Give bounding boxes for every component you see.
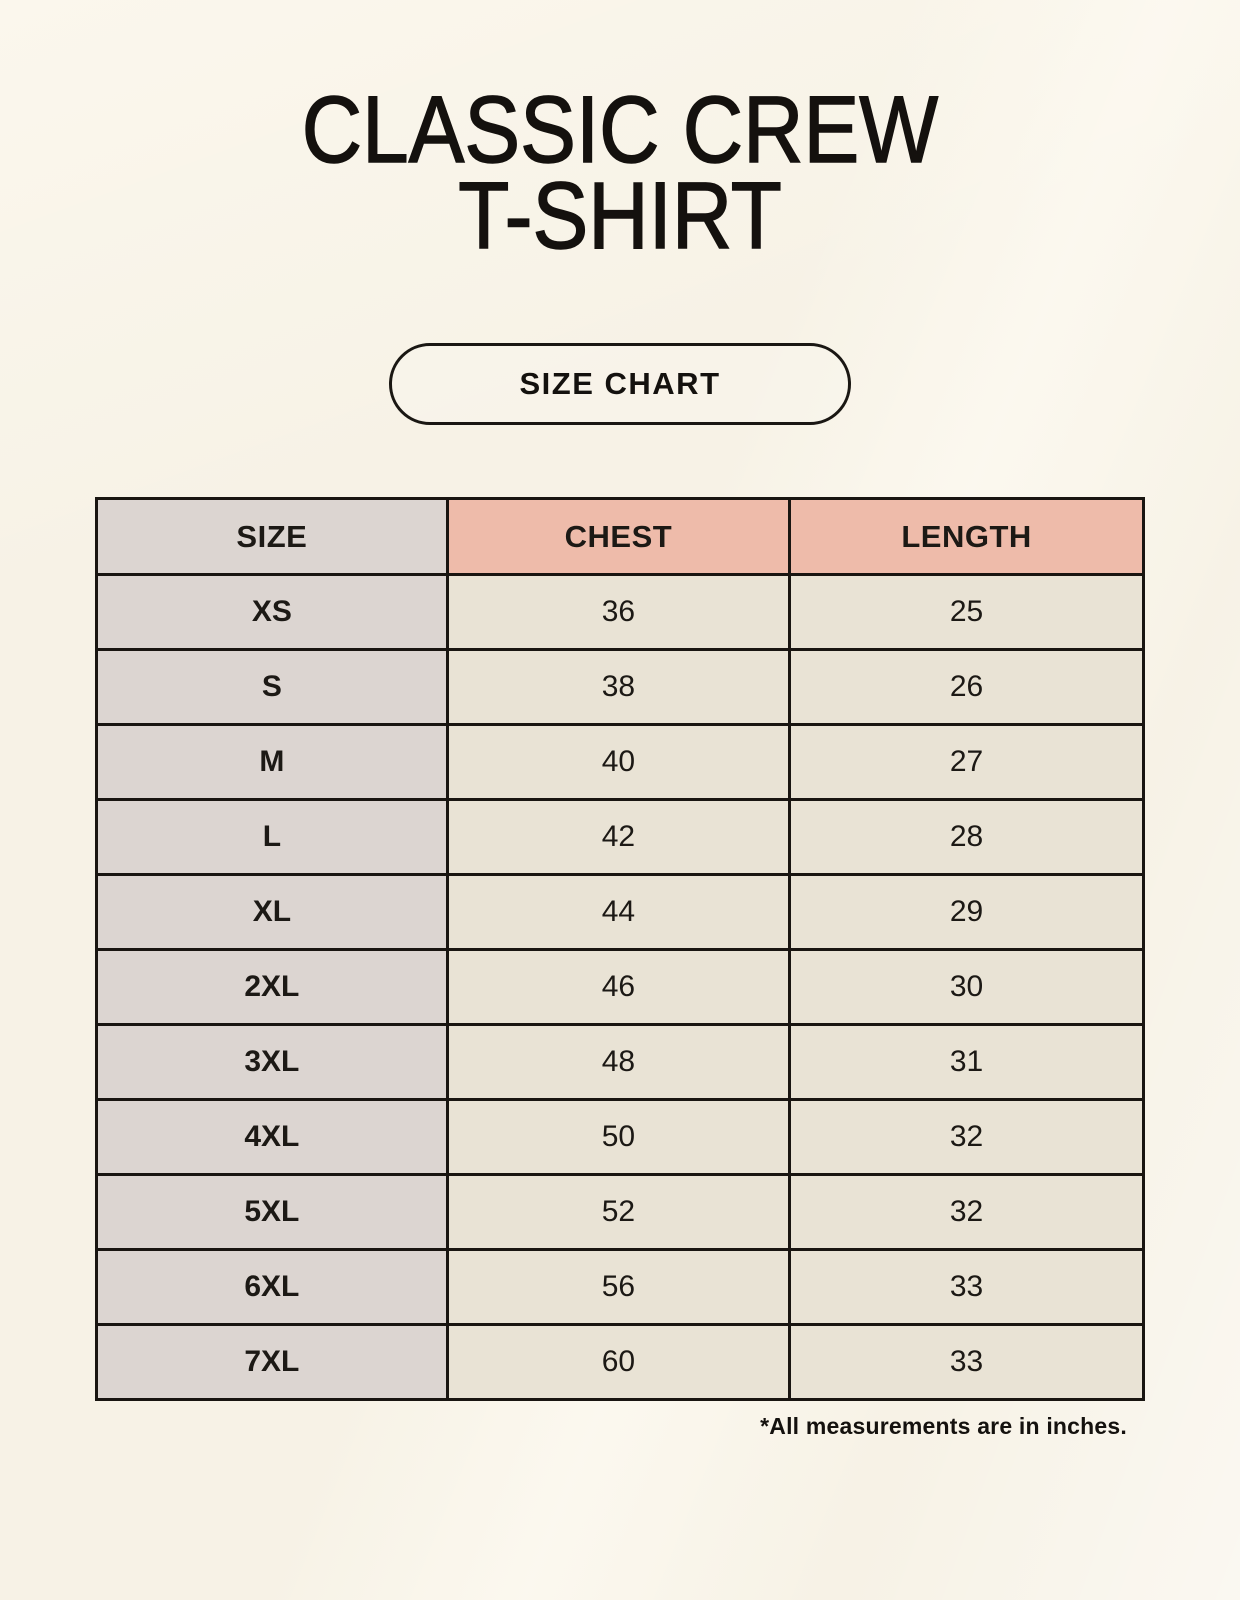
header-row: SIZE CHEST LENGTH [95,497,1145,576]
length-cell: 29 [788,873,1145,951]
table-row: 3XL 48 31 [95,1023,1145,1101]
size-cell: XS [95,573,449,651]
chest-cell: 40 [445,723,792,801]
table-row: XL 44 29 [95,873,1145,951]
size-cell: S [95,648,449,726]
chest-cell: 50 [445,1098,792,1176]
length-cell: 32 [788,1098,1145,1176]
size-chart-table-container: SIZE CHEST LENGTH XS 36 25 S 38 26 M 40 27 L 42 28 X… [95,497,1145,1401]
chest-cell: 48 [445,1023,792,1101]
length-cell: 25 [788,573,1145,651]
length-cell: 30 [788,948,1145,1026]
chest-cell: 36 [445,573,792,651]
table-row: 2XL 46 30 [95,948,1145,1026]
chest-cell: 52 [445,1173,792,1251]
page-title-line-1: CLASSIC CREW [301,77,939,183]
table-body: XS 36 25 S 38 26 M 40 27 L 42 28 XL 44 29 2XL 46 30 3XL 48 3… [95,573,1145,1401]
size-cell: L [95,798,449,876]
size-cell: 6XL [95,1248,449,1326]
chest-cell: 60 [445,1323,792,1401]
length-cell: 32 [788,1173,1145,1251]
chest-cell: 46 [445,948,792,1026]
table-row: L 42 28 [95,798,1145,876]
size-cell: 5XL [95,1173,449,1251]
size-cell: 3XL [95,1023,449,1101]
table-row: 5XL 52 32 [95,1173,1145,1251]
table-row: 7XL 60 33 [95,1323,1145,1401]
header-cell-length: LENGTH [788,497,1145,576]
table-header: SIZE CHEST LENGTH [95,497,1145,576]
size-cell: M [95,723,449,801]
size-chart-button[interactable]: SIZE CHART [389,343,851,425]
length-cell: 33 [788,1248,1145,1326]
size-cell: XL [95,873,449,951]
chest-cell: 44 [445,873,792,951]
chest-cell: 38 [445,648,792,726]
page-title: CLASSIC CREW T-SHIRT [0,0,1240,269]
size-chart-button-container: SIZE CHART [0,343,1240,425]
length-cell: 28 [788,798,1145,876]
measurements-footnote: *All measurements are in inches. [760,1413,1127,1439]
length-cell: 33 [788,1323,1145,1401]
length-cell: 26 [788,648,1145,726]
table-row: 6XL 56 33 [95,1248,1145,1326]
length-cell: 31 [788,1023,1145,1101]
chest-cell: 42 [445,798,792,876]
table-row: XS 36 25 [95,573,1145,651]
length-cell: 27 [788,723,1145,801]
page-title-line-2: T-SHIRT [458,162,783,269]
size-cell: 4XL [95,1098,449,1176]
table-row: 4XL 50 32 [95,1098,1145,1176]
table-row: S 38 26 [95,648,1145,726]
size-cell: 7XL [95,1323,449,1401]
table-row: M 40 27 [95,723,1145,801]
header-cell-size: SIZE [95,497,449,576]
size-cell: 2XL [95,948,449,1026]
size-chart-table: SIZE CHEST LENGTH XS 36 25 S 38 26 M 40 27 L 42 28 X… [95,497,1145,1401]
header-cell-chest: CHEST [445,497,792,576]
chest-cell: 56 [445,1248,792,1326]
